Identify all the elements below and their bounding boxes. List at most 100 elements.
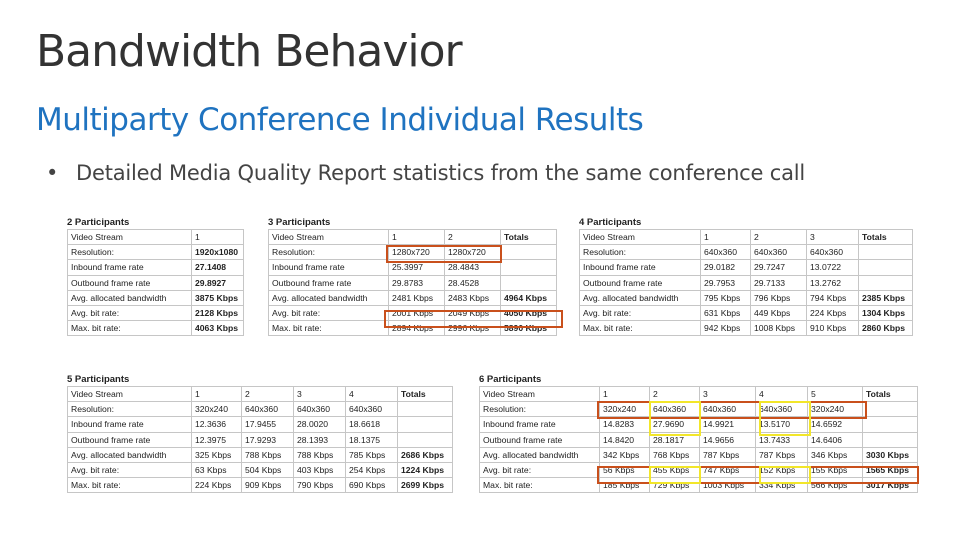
- table-cell: 504 Kbps: [241, 461, 294, 479]
- table-row: Outbound frame rate 14.8420 28.1817 14.9656…: [479, 431, 918, 448]
- bullet-marker: •: [46, 161, 59, 185]
- table-5-participants: 5 Participants Video Stream 1 2 3 4 Totals Res…: [67, 373, 453, 494]
- table-cell: 14.9921: [699, 416, 756, 433]
- table-cell: 790 Kbps: [293, 477, 346, 494]
- table-cell: 2483 Kbps: [444, 289, 501, 306]
- table-cell: Totals: [862, 385, 918, 403]
- row-label: Video Stream: [268, 228, 389, 246]
- table-cell: 640x360: [345, 401, 398, 418]
- table-cell: 18.1375: [345, 431, 398, 448]
- table-row: Avg. bit rate: 63 Kbps 504 Kbps 403 Kbps 254…: [67, 461, 453, 479]
- table-cell: 640x360: [755, 401, 808, 418]
- row-label: Inbound frame rate: [579, 259, 701, 276]
- table-cell: 566 Kbps: [807, 477, 863, 494]
- table-cell: 3017 Kbps: [862, 477, 918, 494]
- table-row: Max. bit rate: 4063 Kbps: [67, 320, 244, 337]
- table-cell: 320x240: [191, 401, 242, 418]
- table-cell: 12.3975: [191, 431, 242, 448]
- table-cell: 1280x720: [444, 244, 501, 261]
- row-label: Outbound frame rate: [67, 274, 192, 291]
- table-cell: [500, 274, 557, 291]
- table-row: Video Stream 1 2 3 4 5 Totals: [479, 385, 918, 403]
- table-row: Outbound frame rate 29.7953 29.7133 13.2762: [579, 274, 913, 291]
- row-label: Resolution:: [67, 401, 192, 418]
- table-cell: 25.3997: [388, 259, 445, 276]
- table-row: Video Stream 1 2 3 Totals: [579, 228, 913, 246]
- table-2-participants: 2 Participants Video Stream 1 Resolution: 1…: [67, 216, 244, 337]
- table-cell: 28.4843: [444, 259, 501, 276]
- table-cell: 1920x1080: [191, 244, 244, 261]
- table-cell: 768 Kbps: [649, 446, 700, 463]
- table-cell: 29.7133: [750, 274, 807, 291]
- table-cell: 27.9690: [649, 416, 700, 433]
- row-label: Resolution:: [579, 244, 701, 261]
- table-cell: 640x360: [699, 401, 756, 418]
- table-cell: 2049 Kbps: [444, 304, 501, 322]
- table-cell: 14.6592: [807, 416, 863, 433]
- table-cell: 29.7247: [750, 259, 807, 276]
- table-cell: 14.8420: [599, 431, 650, 448]
- table-row: Inbound frame rate 25.3997 28.4843: [268, 259, 557, 276]
- table-row: Avg. allocated bandwidth 325 Kbps 788 Kbps…: [67, 446, 453, 463]
- table-cell: 5890 Kbps: [500, 320, 557, 337]
- row-label: Max. bit rate:: [67, 320, 192, 337]
- table-cell: 2385 Kbps: [858, 289, 913, 306]
- table-cell: 4063 Kbps: [191, 320, 244, 337]
- table-cell: [862, 401, 918, 418]
- table-row: Avg. bit rate: 631 Kbps 449 Kbps 224 Kbps 13…: [579, 304, 913, 322]
- table-cell: 334 Kbps: [755, 477, 808, 494]
- table-cell: 14.8283: [599, 416, 650, 433]
- row-label: Inbound frame rate: [479, 416, 600, 433]
- table-cell: 14.6406: [807, 431, 863, 448]
- table-cell: [858, 259, 913, 276]
- table-cell: 13.7433: [755, 431, 808, 448]
- row-label: Inbound frame rate: [67, 259, 192, 276]
- table-cell: 346 Kbps: [807, 446, 863, 463]
- table-cell: 29.8927: [191, 274, 244, 291]
- row-label: Avg. allocated bandwidth: [579, 289, 701, 306]
- table-cell: 13.0722: [806, 259, 859, 276]
- table-cell: 2699 Kbps: [397, 477, 453, 494]
- table-cell: [858, 274, 913, 291]
- table-row: Resolution: 320x240 640x360 640x360 640x360 3…: [479, 401, 918, 418]
- table-cell: 1008 Kbps: [750, 320, 807, 337]
- table-cell: 28.1817: [649, 431, 700, 448]
- table-cell: 796 Kbps: [750, 289, 807, 306]
- table-cell: 4964 Kbps: [500, 289, 557, 306]
- table-cell: 1565 Kbps: [862, 461, 918, 479]
- table-cell: 13.2762: [806, 274, 859, 291]
- table-cell: 3: [806, 228, 859, 246]
- table-caption: 5 Participants: [67, 374, 130, 385]
- row-label: Max. bit rate:: [268, 320, 389, 337]
- table-cell: [500, 259, 557, 276]
- table-cell: 224 Kbps: [806, 304, 859, 322]
- table-cell: 17.9293: [241, 431, 294, 448]
- table-cell: 320x240: [807, 401, 863, 418]
- row-label: Outbound frame rate: [479, 431, 600, 448]
- table-cell: Totals: [858, 228, 913, 246]
- table-cell: 2128 Kbps: [191, 304, 244, 322]
- table-cell: 155 Kbps: [807, 461, 863, 479]
- stats-table: Video Stream 1 2 3 4 Totals Resolution: 320x240…: [67, 385, 453, 494]
- row-label: Inbound frame rate: [67, 416, 192, 433]
- table-cell: 1280x720: [388, 244, 445, 261]
- table-cell: [862, 416, 918, 433]
- table-cell: 640x360: [750, 244, 807, 261]
- table-cell: 29.0182: [700, 259, 751, 276]
- row-label: Video Stream: [67, 228, 192, 246]
- row-label: Avg. bit rate:: [479, 461, 600, 479]
- table-row: Max. bit rate: 942 Kbps 1008 Kbps 910 Kbps 2…: [579, 320, 913, 337]
- table-cell: 3: [699, 385, 756, 403]
- table-cell: 29.7953: [700, 274, 751, 291]
- table-row: Inbound frame rate 27.1408: [67, 259, 244, 276]
- table-cell: 254 Kbps: [345, 461, 398, 479]
- table-cell: 794 Kbps: [806, 289, 859, 306]
- table-cell: 2: [241, 385, 294, 403]
- table-cell: 185 Kbps: [599, 477, 650, 494]
- table-cell: 28.4528: [444, 274, 501, 291]
- table-cell: 28.0020: [293, 416, 346, 433]
- bullet-text: Detailed Media Quality Report statistics…: [76, 161, 806, 185]
- table-caption: 3 Participants: [268, 217, 331, 228]
- table-cell: 152 Kbps: [755, 461, 808, 479]
- table-cell: 18.6618: [345, 416, 398, 433]
